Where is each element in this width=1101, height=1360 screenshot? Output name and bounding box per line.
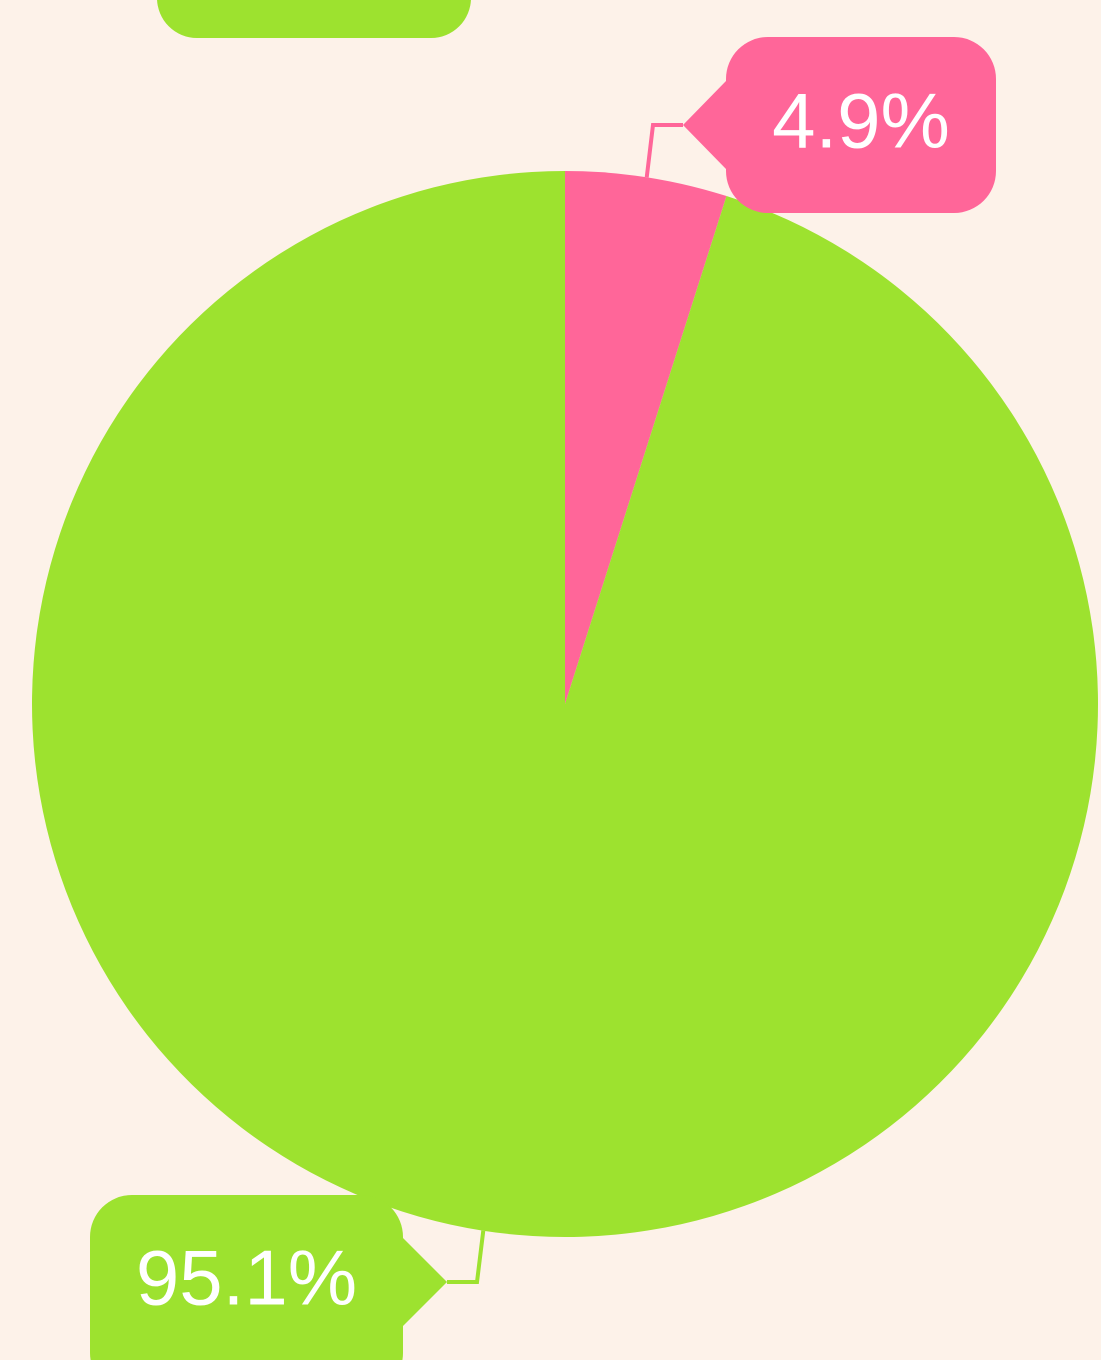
leader-line	[644, 123, 683, 178]
data-label: 4.9%	[772, 77, 950, 165]
cropped-callout	[157, 0, 471, 38]
callout-box	[726, 37, 996, 213]
leader-line	[447, 1230, 486, 1284]
data-label: 95.1%	[136, 1234, 357, 1322]
callout-pointer	[683, 81, 726, 169]
callout-pointer	[403, 1238, 447, 1326]
callout-box	[90, 1195, 403, 1360]
pie-slice	[565, 171, 727, 704]
pie-slice	[32, 171, 1099, 1238]
